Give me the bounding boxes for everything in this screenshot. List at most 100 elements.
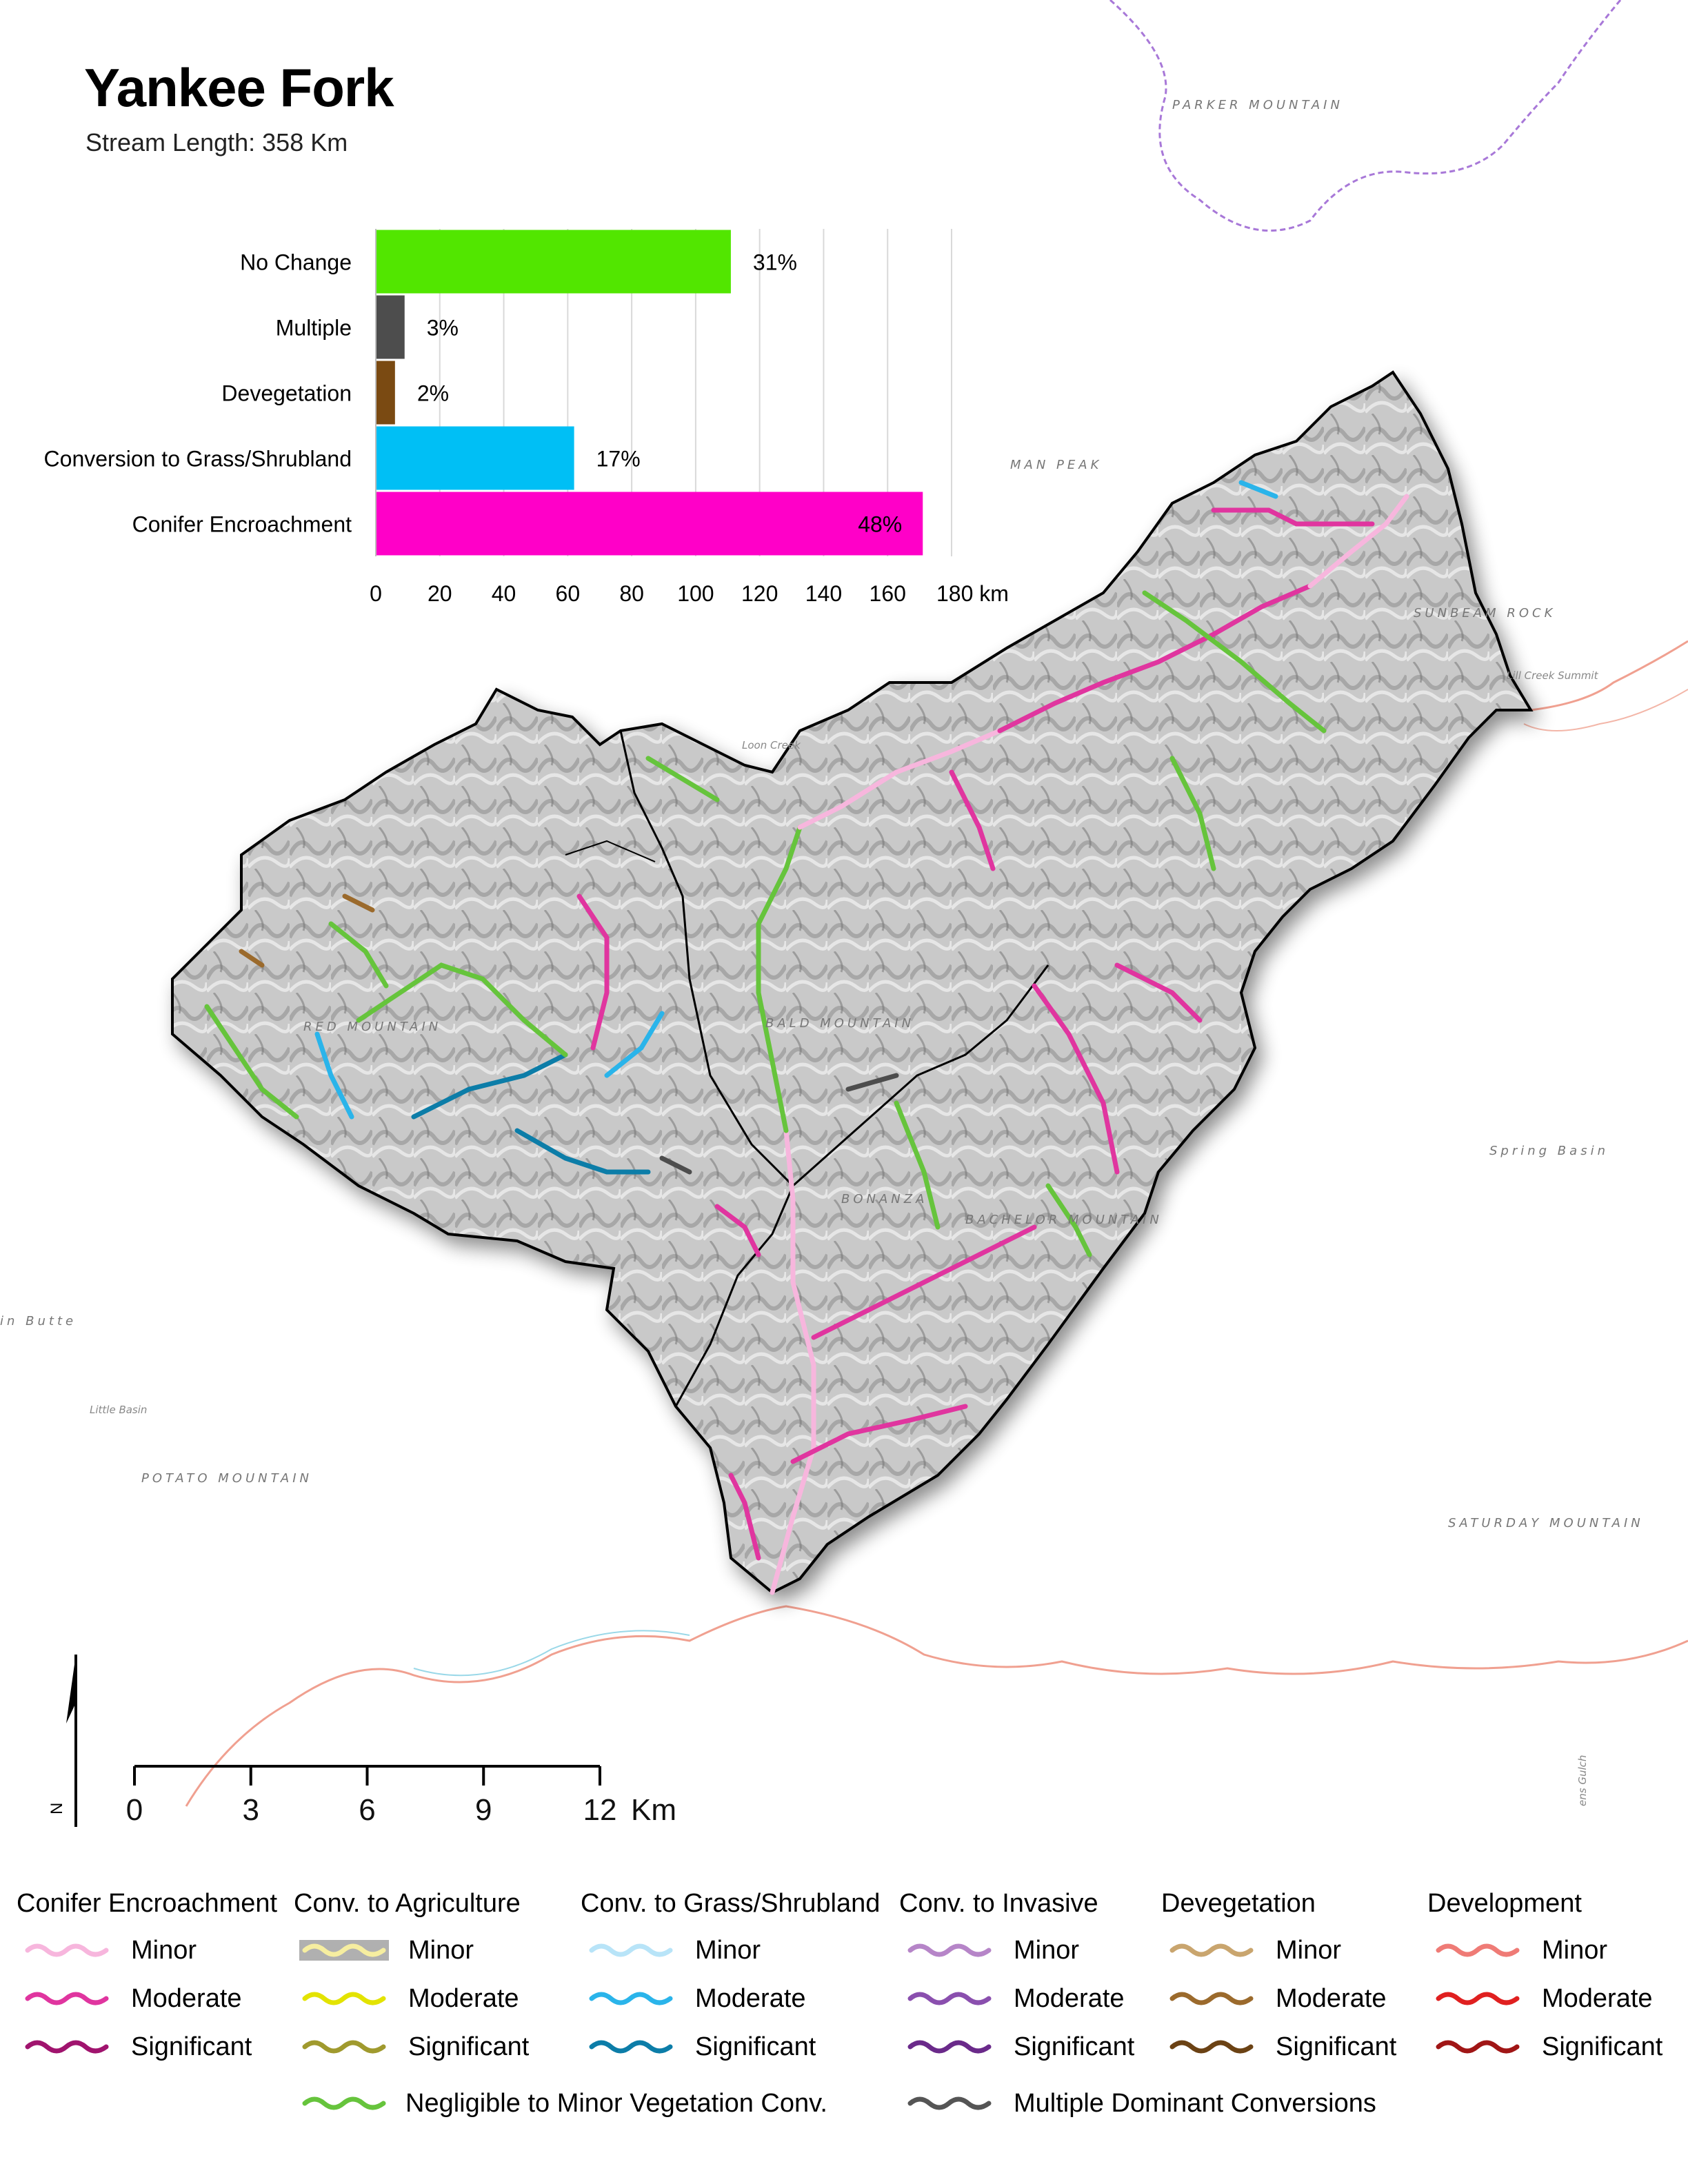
- bar: [376, 361, 395, 425]
- place-label: Little Basin: [90, 1404, 147, 1416]
- legend-item-label: Minor: [408, 1936, 474, 1965]
- data-label: 2%: [417, 381, 449, 406]
- legend-item-label: Significant: [1542, 2032, 1663, 2061]
- x-tick-label: 0: [370, 581, 382, 606]
- legend-line-symbol-icon: [299, 2092, 389, 2115]
- stream-network: [204, 480, 1409, 1595]
- bar-chart: 0 20 40 60 80 100 120 140 160 180 km No Change 31% M…: [44, 229, 1009, 606]
- river-line-south-blue: [413, 1630, 690, 1677]
- legend-item-label: Minor: [695, 1936, 761, 1965]
- legend-line-symbol-icon: [299, 1939, 389, 1962]
- category-label: No Change: [240, 250, 352, 275]
- legend-line-symbol-icon: [905, 1987, 994, 2010]
- north-arrow-icon: [66, 1655, 76, 1723]
- watershed-area: [171, 370, 1534, 1595]
- place-label: POTATO MOUNTAIN: [141, 1471, 312, 1486]
- river-east-bend: [1523, 689, 1688, 731]
- legend-item-label: Significant: [408, 2032, 530, 2061]
- scale-tick-label: 12: [583, 1793, 617, 1827]
- river-line-south: [185, 1605, 1688, 1807]
- subwatershed-divide: [619, 730, 794, 1407]
- data-label: 48%: [858, 512, 902, 537]
- place-label: BACHELOR MOUNTAIN: [965, 1213, 1163, 1227]
- legend-item-label: Significant: [1276, 2032, 1397, 2061]
- legend-item-label: Moderate: [695, 1984, 806, 2013]
- subwatershed-divide: [792, 964, 1049, 1187]
- legend-line-symbol-icon: [1433, 1987, 1523, 2010]
- legend-line-symbol-icon: [22, 2035, 112, 2059]
- legend-line-symbol-icon: [1167, 1987, 1256, 2010]
- river-line-east: [1530, 640, 1688, 711]
- legend-line-symbol-icon: [299, 2035, 389, 2059]
- category-label: Conversion to Grass/Shrubland: [44, 447, 352, 472]
- x-tick-label: 100: [677, 581, 714, 606]
- legend-line-symbol-icon: [905, 1939, 994, 1962]
- legend-item-label: Negligible to Minor Vegetation Conv.: [405, 2089, 827, 2118]
- x-tick-label: 60: [556, 581, 581, 606]
- legend-group-title: Devegetation: [1161, 1889, 1316, 1918]
- legend-item-label: Minor: [131, 1936, 197, 1965]
- place-label: ens Gulch: [1576, 1755, 1589, 1806]
- legend-group-title: Conv. to Agriculture: [294, 1889, 521, 1918]
- place-label: Lill Creek Summit: [1507, 669, 1599, 682]
- place-label: BALD MOUNTAIN: [765, 1016, 914, 1031]
- legend-line-symbol-icon: [905, 2092, 994, 2115]
- county-boundary-line: [1109, 0, 1622, 232]
- x-tick-label: 180 km: [936, 581, 1009, 606]
- data-label: 3%: [427, 316, 459, 341]
- legend-line-symbol-icon: [1167, 1939, 1256, 1962]
- x-tick-label: 40: [492, 581, 516, 606]
- map-title: Yankee Fork: [84, 57, 394, 118]
- x-tick-label: 80: [619, 581, 644, 606]
- legend: Conifer Encroachment Minor Moderate Signifi…: [0, 1889, 1688, 2165]
- legend-line-symbol-icon: [1167, 2035, 1256, 2059]
- data-label: 31%: [753, 250, 797, 275]
- scale-tick-label: 3: [243, 1793, 259, 1827]
- bar: [376, 492, 923, 556]
- legend-group-title: Conv. to Invasive: [899, 1889, 1098, 1918]
- place-label: MAN PEAK: [1010, 458, 1102, 472]
- x-tick-label: 160: [870, 581, 906, 606]
- place-label: RED MOUNTAIN: [303, 1020, 441, 1034]
- legend-line-symbol-icon: [299, 1987, 389, 2010]
- legend-group-title: Conifer Encroachment: [17, 1889, 278, 1918]
- scale-bar: 0 3 6 9 12 Km: [126, 1765, 676, 1827]
- legend-item-label: Moderate: [1542, 1984, 1653, 2013]
- stream-length-subtitle: Stream Length: 358 Km: [86, 128, 348, 156]
- legend-line-symbol-icon: [22, 1939, 112, 1962]
- scale-tick-label: 6: [359, 1793, 375, 1827]
- place-label: PARKER MOUNTAIN: [1172, 98, 1343, 112]
- category-label: Conifer Encroachment: [132, 512, 352, 537]
- place-label: in Butte: [0, 1314, 77, 1328]
- legend-group-title: Development: [1427, 1889, 1582, 1918]
- category-label: Multiple: [276, 316, 352, 341]
- subwatershed-divide: [565, 840, 656, 862]
- legend-item-label: Moderate: [131, 1984, 242, 2013]
- x-tick-label: 120: [741, 581, 778, 606]
- legend-item-label: Significant: [695, 2032, 816, 2061]
- legend-line-symbol-icon: [905, 2035, 994, 2059]
- scale-tick-label: 9: [475, 1793, 492, 1827]
- scale-unit-label: Km: [631, 1793, 676, 1827]
- place-label: Spring Basin: [1489, 1144, 1609, 1158]
- legend-item-label: Minor: [1276, 1936, 1342, 1965]
- legend-item-label: Moderate: [1276, 1984, 1387, 2013]
- bar: [376, 426, 574, 490]
- x-tick-label: 20: [428, 581, 452, 606]
- legend-group-title: Conv. to Grass/Shrubland: [581, 1889, 881, 1918]
- legend-line-symbol-icon: [1433, 2035, 1523, 2059]
- x-tick-label: 140: [805, 581, 842, 606]
- legend-item-label: Multiple Dominant Conversions: [1014, 2089, 1376, 2118]
- data-label: 17%: [596, 447, 641, 472]
- bar: [376, 295, 405, 359]
- legend-line-symbol-icon: [1433, 1939, 1523, 1962]
- place-label: SATURDAY MOUNTAIN: [1448, 1516, 1644, 1530]
- legend-line-symbol-icon: [586, 1987, 676, 2010]
- bar: [376, 230, 731, 294]
- place-label: SUNBEAM ROCK: [1414, 606, 1556, 620]
- legend-line-symbol-icon: [586, 2035, 676, 2059]
- legend-item-label: Moderate: [408, 1984, 519, 2013]
- category-label: Devegetation: [221, 381, 352, 406]
- legend-item-label: Significant: [1014, 2032, 1135, 2061]
